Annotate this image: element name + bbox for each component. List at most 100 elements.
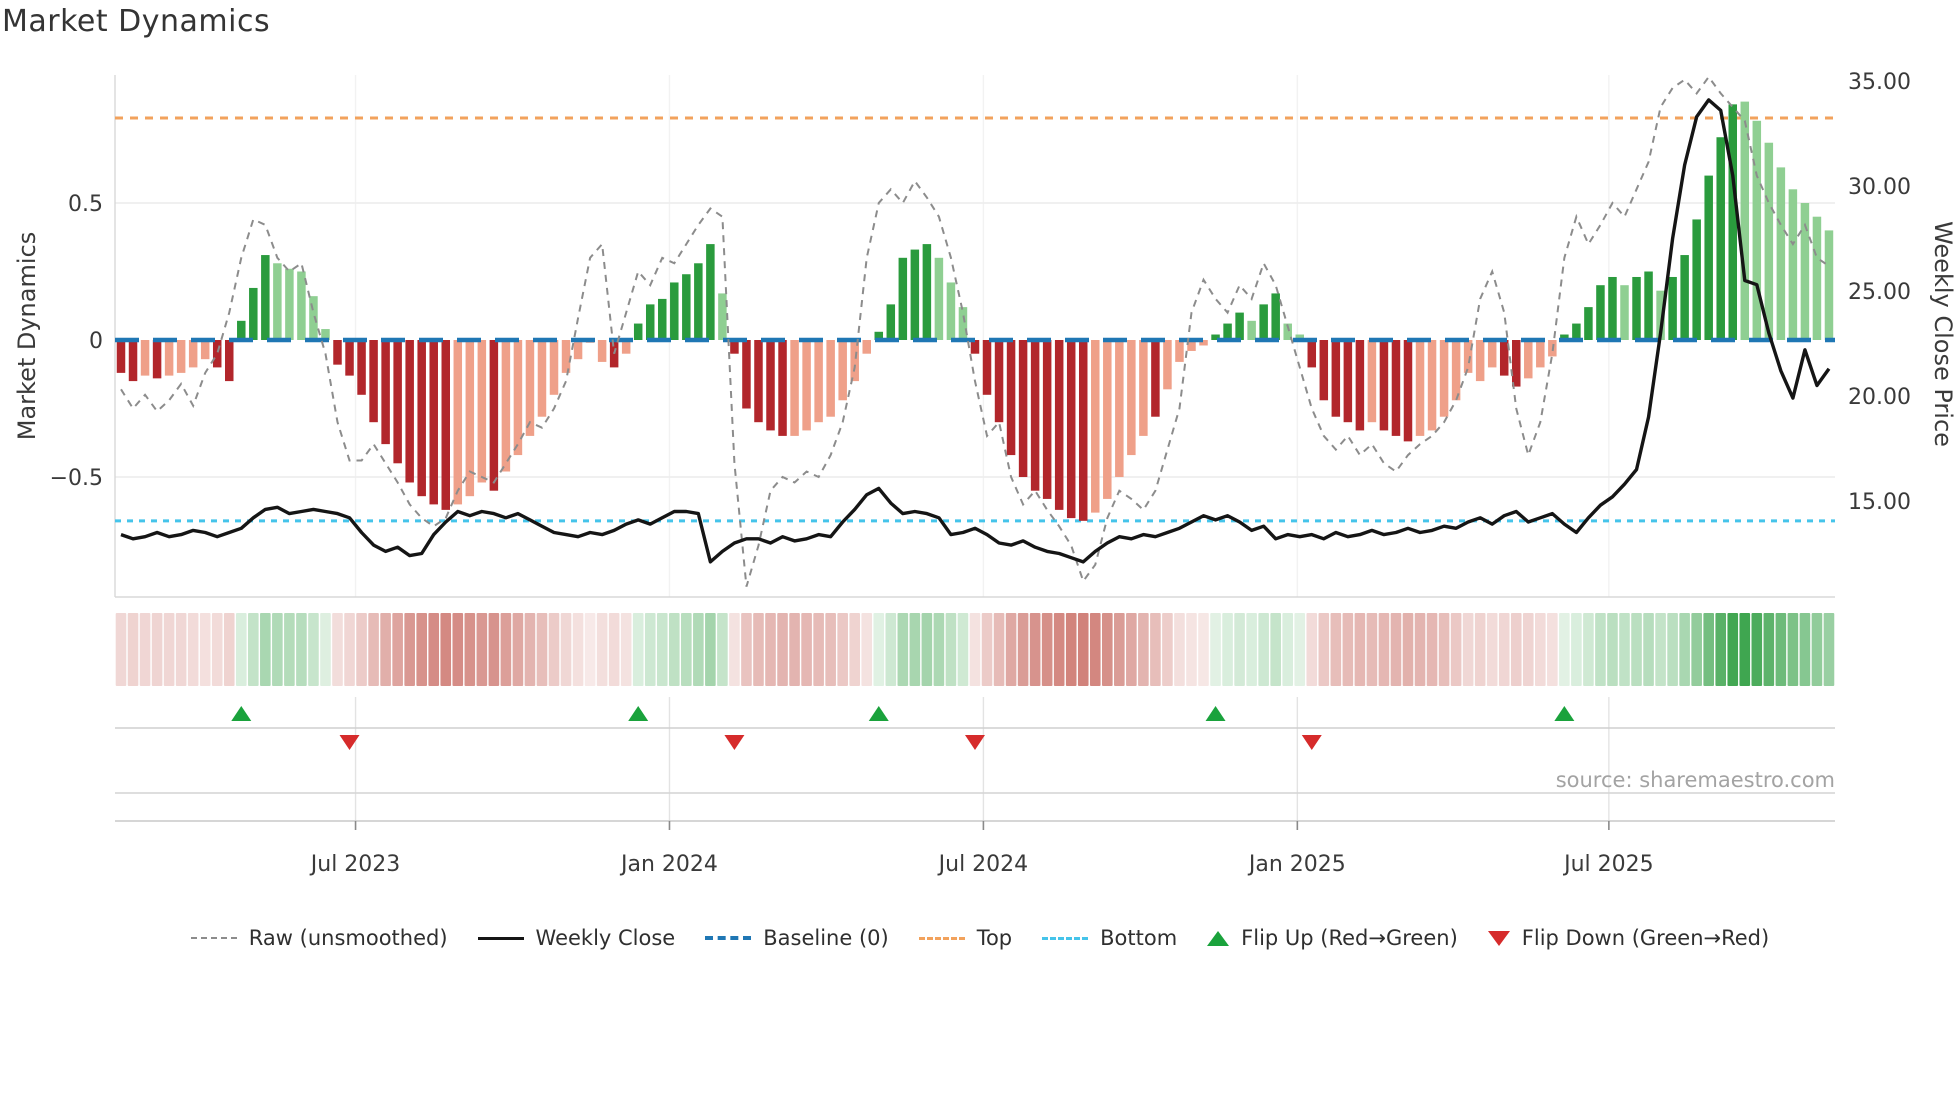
heatmap-cell <box>428 613 440 686</box>
heatmap-cell <box>1282 613 1294 686</box>
momentum-bar <box>549 340 559 395</box>
heatmap-cell <box>620 613 632 686</box>
heatmap-cell <box>1246 613 1257 686</box>
heatmap-cell <box>272 613 283 686</box>
heatmap-cell <box>1198 613 1209 686</box>
heatmap-cell <box>404 613 415 686</box>
heatmap-cell <box>825 613 836 686</box>
flip-down-triangle-icon <box>1487 930 1510 946</box>
legend-item-weekly-close: Weekly Close <box>477 926 675 950</box>
heatmap-cell <box>151 613 163 686</box>
momentum-bar <box>898 257 908 340</box>
momentum-bar <box>1319 340 1329 401</box>
source-attribution: source: sharemaestro.com <box>1555 768 1835 792</box>
heatmap-cell <box>560 613 572 686</box>
momentum-bar <box>1668 276 1677 340</box>
legend-item-flip-up: Flip Up (Red→Green) <box>1207 926 1458 950</box>
heatmap-cell <box>993 613 1005 686</box>
momentum-bar <box>946 282 956 340</box>
momentum-bar <box>597 340 607 362</box>
momentum-bar <box>1331 340 1341 417</box>
heatmap-cell <box>1342 613 1354 686</box>
heatmap-cell <box>1667 613 1678 686</box>
heatmap-cell <box>1462 613 1474 686</box>
left-tick-label: 0.5 <box>68 192 103 217</box>
momentum-bar <box>381 340 390 445</box>
heatmap-cell <box>897 613 909 686</box>
heatmap-cell <box>392 613 403 686</box>
heatmap-cell <box>1210 613 1221 686</box>
heatmap-cell <box>873 613 885 686</box>
momentum-bar <box>393 340 402 464</box>
momentum-bar <box>982 340 992 395</box>
x-tick-label: Jan 2025 <box>1247 852 1346 877</box>
momentum-bar <box>1692 219 1701 340</box>
momentum-bar <box>1800 203 1810 340</box>
heatmap-cell <box>1138 613 1149 686</box>
heatmap-cell <box>1330 613 1342 686</box>
heatmap-cell <box>488 613 500 686</box>
heatmap-cell <box>1017 613 1029 686</box>
heatmap-cell <box>1715 613 1727 686</box>
heatmap-cell <box>656 613 668 686</box>
momentum-bar <box>537 340 547 417</box>
heatmap-cell <box>248 613 259 686</box>
legend: Raw (unsmoothed) Weekly Close Baseline (… <box>0 926 1960 950</box>
momentum-bar <box>1620 285 1629 340</box>
momentum-bar <box>1283 323 1292 340</box>
momentum-bar <box>116 340 126 373</box>
momentum-bar <box>754 340 763 423</box>
heatmap-cell <box>548 613 560 686</box>
flip-up-marker <box>628 706 649 721</box>
heatmap-cell <box>1799 613 1811 686</box>
momentum-bar <box>1788 189 1798 340</box>
momentum-bar <box>1066 340 1076 519</box>
heatmap-cell <box>211 613 223 686</box>
momentum-bar <box>297 271 306 340</box>
momentum-bar <box>225 340 234 382</box>
momentum-bar <box>249 287 258 340</box>
heatmap-cell <box>1811 613 1823 686</box>
momentum-bar <box>1499 340 1509 376</box>
momentum-bar <box>212 340 222 368</box>
momentum-bar <box>176 340 186 373</box>
heatmap-cell <box>1763 613 1775 686</box>
flip-up-marker <box>868 706 889 721</box>
heatmap-cell <box>861 613 873 686</box>
momentum-bar <box>1271 293 1280 340</box>
momentum-bar <box>1223 323 1232 340</box>
momentum-bar <box>1487 340 1497 368</box>
momentum-bar <box>1764 142 1774 340</box>
momentum-bar <box>1211 334 1220 340</box>
momentum-bar <box>790 340 799 436</box>
flip-up-marker <box>1205 706 1226 721</box>
momentum-bar <box>934 257 944 340</box>
momentum-bar <box>1187 340 1196 351</box>
momentum-bar <box>1139 340 1148 436</box>
momentum-bar <box>1355 340 1365 431</box>
momentum-bar <box>1175 340 1184 362</box>
legend-label: Bottom <box>1100 926 1178 950</box>
heatmap-cell <box>163 613 175 686</box>
heatmap-cell <box>909 613 921 686</box>
heatmap-cell <box>1787 613 1799 686</box>
momentum-bar <box>1536 340 1545 368</box>
heatmap-cell <box>1162 613 1173 686</box>
heatmap-cell <box>1414 613 1426 686</box>
heatmap-cell <box>368 613 379 686</box>
heatmap-cell <box>1354 613 1366 686</box>
momentum-bar <box>1259 304 1268 340</box>
momentum-bar <box>1006 340 1016 456</box>
momentum-bar <box>465 340 475 497</box>
heatmap-cell <box>1053 613 1065 686</box>
black-solid-line-icon <box>477 936 524 940</box>
momentum-bar <box>561 340 571 373</box>
momentum-bar <box>1391 340 1401 436</box>
momentum-bar <box>1475 340 1485 382</box>
momentum-bar <box>874 331 884 340</box>
heatmap-cell <box>1510 613 1522 686</box>
heatmap-cell <box>837 613 848 686</box>
momentum-bar <box>838 340 847 401</box>
heatmap-cell <box>296 613 307 686</box>
